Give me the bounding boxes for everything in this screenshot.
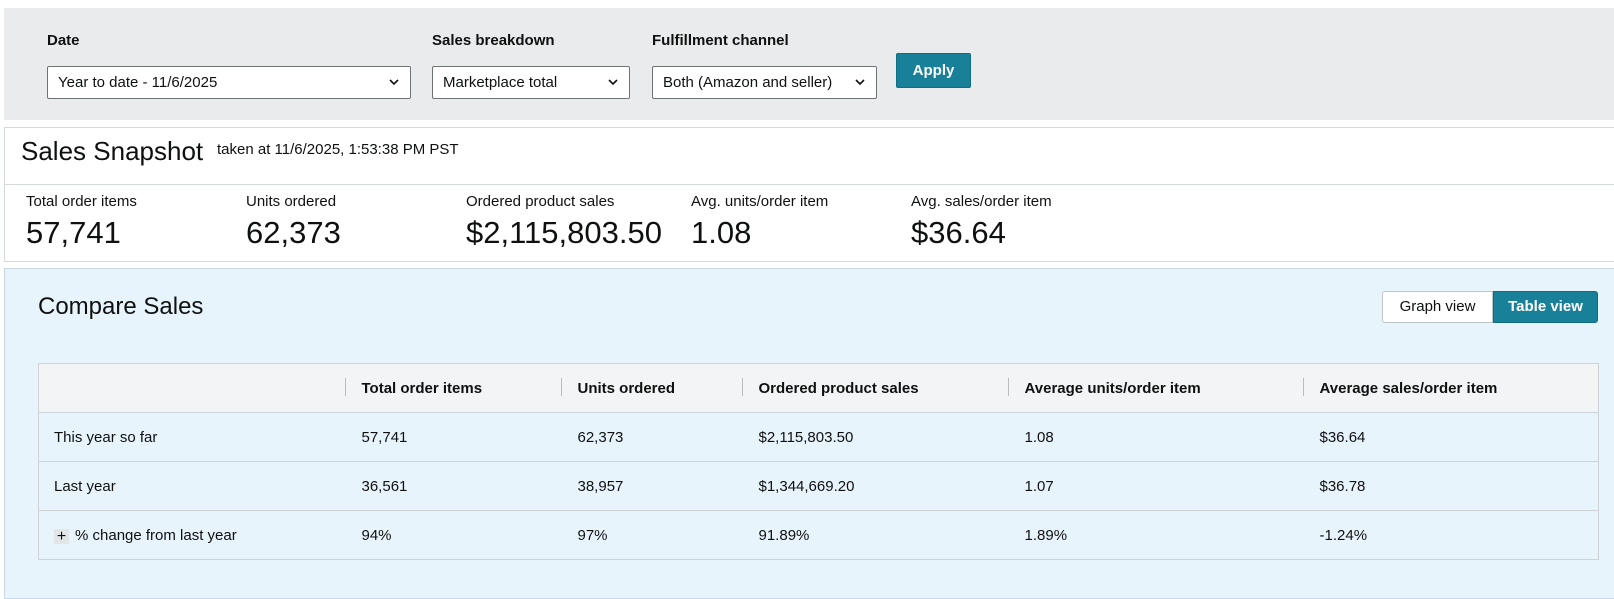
metric-label: Ordered product sales <box>466 193 615 210</box>
metric-units-ordered: Units ordered 62,373 <box>246 193 341 251</box>
row-label: % change from last year <box>75 526 237 544</box>
row-label: This year so far <box>38 412 345 462</box>
apply-button[interactable]: Apply <box>896 53 971 88</box>
fulfillment-channel-select[interactable]: Both (Amazon and seller) <box>652 66 877 99</box>
table-cell: 1.07 <box>1007 461 1303 511</box>
fulfillment-channel-filter: Fulfillment channel Both (Amazon and sel… <box>652 32 877 99</box>
sales-breakdown-select[interactable]: Marketplace total <box>432 66 630 99</box>
table-cell: 62,373 <box>560 412 742 462</box>
metric-avg-sales-per-order-item: Avg. sales/order item $36.64 <box>911 193 1052 251</box>
table-header-row: Total order items Units ordered Ordered … <box>38 363 1599 413</box>
compare-sales-table: Total order items Units ordered Ordered … <box>38 363 1599 560</box>
metric-label: Avg. units/order item <box>691 193 829 210</box>
date-label: Date <box>47 32 80 49</box>
table-cell: 94% <box>361 526 392 544</box>
table-cell: $36.78 <box>1302 461 1599 511</box>
chevron-down-icon <box>608 79 618 86</box>
column-header-total-order-items: Total order items <box>344 363 561 413</box>
fulfillment-channel-label: Fulfillment channel <box>652 32 789 49</box>
sales-breakdown-select-value: Marketplace total <box>443 74 558 91</box>
table-cell: 97% <box>577 526 608 544</box>
table-cell: 38,957 <box>560 461 742 511</box>
column-header-label <box>38 363 345 413</box>
column-header-units-ordered: Units ordered <box>560 363 742 413</box>
row-label-percent-change: + % change from last year <box>39 511 345 560</box>
date-filter: Date Year to date - 11/6/2025 <box>47 32 411 99</box>
table-cell: 91.89% <box>758 526 810 544</box>
date-select-value: Year to date - 11/6/2025 <box>58 74 218 91</box>
metric-value: 57,741 <box>26 215 121 250</box>
metric-value: $2,115,803.50 <box>466 215 662 250</box>
table-cell: 1.89% <box>1024 526 1068 544</box>
table-cell: $1,344,669.20 <box>741 461 1008 511</box>
column-header-average-sales-per-order-item: Average sales/order item <box>1302 363 1599 413</box>
metric-label: Units ordered <box>246 193 337 210</box>
table-cell: 36,561 <box>344 461 561 511</box>
table-view-button[interactable]: Table view <box>1493 291 1598 323</box>
graph-view-button[interactable]: Graph view <box>1382 291 1493 323</box>
column-header-average-units-per-order-item: Average units/order item <box>1007 363 1303 413</box>
metric-value: $36.64 <box>911 215 1006 250</box>
chevron-down-icon <box>389 79 399 86</box>
sales-snapshot-title: Sales Snapshot <box>21 136 204 166</box>
table-row: This year so far 57,741 62,373 $2,115,80… <box>38 412 1599 462</box>
column-header-ordered-product-sales: Ordered product sales <box>741 363 1008 413</box>
table-cell: -1.24% <box>1319 526 1368 544</box>
filter-bar: Date Year to date - 11/6/2025 Sales brea… <box>4 8 1614 120</box>
metric-total-order-items: Total order items 57,741 <box>26 193 137 251</box>
date-select[interactable]: Year to date - 11/6/2025 <box>47 66 411 99</box>
row-label: Last year <box>38 461 345 511</box>
compare-sales-title: Compare Sales <box>38 293 204 320</box>
sales-snapshot-metrics: Total order items 57,741 Units ordered 6… <box>4 184 1614 262</box>
table-row: Last year 36,561 38,957 $1,344,669.20 1.… <box>38 461 1599 511</box>
metric-label: Total order items <box>26 193 137 210</box>
plus-icon[interactable]: + <box>54 528 69 544</box>
metric-ordered-product-sales: Ordered product sales $2,115,803.50 <box>466 193 662 251</box>
snapshot-timestamp: taken at 11/6/2025, 1:53:38 PM PST <box>217 141 459 158</box>
table-cell: $2,115,803.50 <box>741 412 1008 462</box>
table-cell: $36.64 <box>1302 412 1599 462</box>
sales-breakdown-label: Sales breakdown <box>432 32 555 49</box>
sales-snapshot-header: Sales Snapshot taken at 11/6/2025, 1:53:… <box>4 127 1614 184</box>
metric-value: 1.08 <box>691 215 752 250</box>
compare-sales-panel: Compare Sales Graph view Table view Tota… <box>4 268 1614 599</box>
table-cell: 57,741 <box>344 412 561 462</box>
sales-breakdown-filter: Sales breakdown Marketplace total <box>432 32 630 99</box>
chevron-down-icon <box>855 79 865 86</box>
metric-avg-units-per-order-item: Avg. units/order item 1.08 <box>691 193 828 251</box>
fulfillment-channel-select-value: Both (Amazon and seller) <box>663 74 833 91</box>
metric-value: 62,373 <box>246 215 341 250</box>
table-cell: 1.08 <box>1007 412 1303 462</box>
table-row: +% change from last year 94% 97% 91.89% … <box>39 511 1599 560</box>
metric-label: Avg. sales/order item <box>911 193 1052 210</box>
